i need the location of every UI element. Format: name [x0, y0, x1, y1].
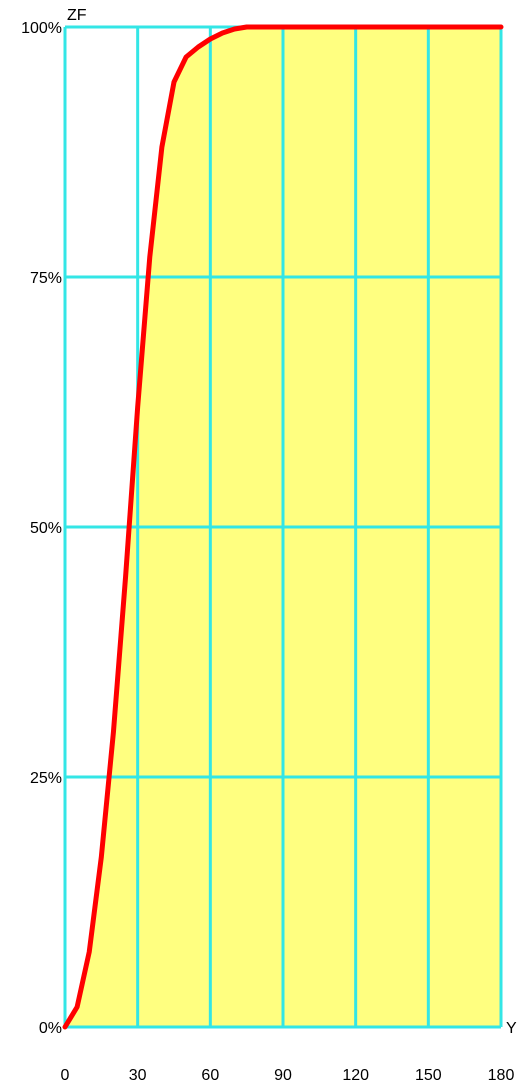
y-tick-label: 75% [30, 270, 62, 287]
x-tick-label: 30 [129, 1067, 147, 1082]
tick-label-layer: 0 30 60 90 120 150 180 0% 25% 50% 75% 100% [21, 20, 514, 1082]
x-axis-label: Y [506, 1020, 517, 1037]
series-line-layer [62, 24, 504, 1030]
x-tick-label: 180 [488, 1067, 515, 1082]
x-tick-label: 60 [201, 1067, 219, 1082]
x-tick-label: 90 [274, 1067, 292, 1082]
y-tick-label: 100% [21, 20, 62, 37]
y-axis-label: ZF [67, 7, 87, 24]
x-tick-label: 120 [342, 1067, 369, 1082]
x-tick-label: 0 [61, 1067, 70, 1082]
y-tick-label: 0% [39, 1020, 62, 1037]
series-line [62, 24, 504, 1030]
y-tick-label: 25% [30, 770, 62, 787]
y-tick-label: 50% [30, 520, 62, 537]
x-tick-label: 150 [415, 1067, 442, 1082]
